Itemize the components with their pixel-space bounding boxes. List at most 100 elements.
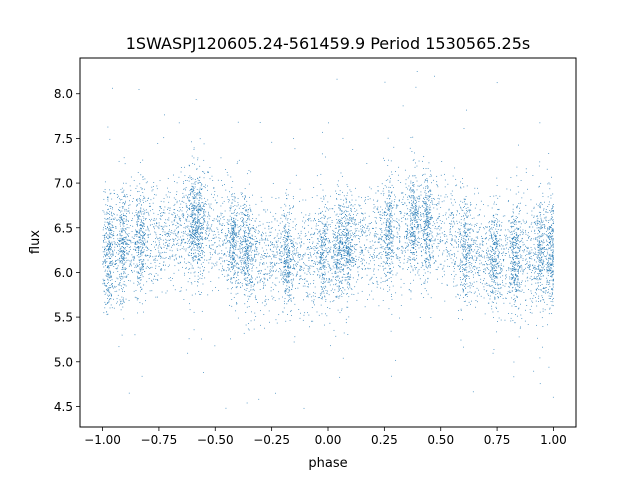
data-point (297, 247, 298, 249)
data-point (133, 237, 135, 239)
data-point (543, 287, 545, 289)
data-point (303, 299, 304, 301)
data-point (236, 267, 238, 268)
data-point (250, 237, 252, 238)
data-point (143, 202, 144, 204)
data-point (486, 290, 488, 292)
data-point (211, 230, 213, 232)
data-point (255, 229, 257, 231)
data-point (391, 191, 393, 193)
data-point (210, 203, 212, 205)
data-point (537, 215, 538, 217)
data-point (494, 298, 496, 300)
data-point (158, 240, 160, 242)
data-point (538, 236, 540, 238)
data-point (516, 285, 518, 287)
data-point (329, 279, 330, 280)
data-point (458, 265, 460, 266)
data-point (157, 143, 159, 144)
data-point (498, 265, 500, 267)
data-point (552, 271, 554, 273)
data-point (538, 289, 540, 290)
data-point (346, 225, 348, 226)
data-point (342, 137, 344, 139)
data-point (336, 78, 338, 80)
data-point (409, 196, 411, 198)
data-point (104, 279, 106, 281)
data-point (230, 223, 232, 224)
data-point (537, 222, 539, 224)
data-point (320, 197, 322, 199)
data-point (517, 252, 519, 253)
data-point (290, 239, 292, 241)
data-point (444, 234, 446, 235)
data-point (358, 256, 360, 258)
data-point (361, 276, 363, 278)
data-point (193, 221, 195, 223)
data-point (545, 216, 547, 218)
data-point (313, 266, 315, 267)
data-point (123, 218, 125, 220)
data-point (295, 275, 297, 277)
data-point (228, 251, 230, 253)
data-point (482, 241, 484, 242)
data-point (124, 272, 126, 274)
data-point (341, 205, 343, 207)
data-point (138, 277, 139, 279)
data-point (110, 245, 111, 247)
data-point (346, 301, 348, 303)
data-point (425, 238, 427, 240)
data-point (360, 208, 362, 209)
data-point (195, 223, 196, 225)
data-point (415, 162, 416, 164)
data-point (288, 271, 290, 273)
data-point (497, 263, 499, 265)
data-point (238, 264, 239, 265)
data-point (272, 270, 274, 271)
data-point (192, 207, 194, 209)
data-point (341, 283, 343, 284)
data-point (267, 238, 268, 240)
data-point (421, 228, 422, 230)
data-point (511, 273, 512, 275)
data-point (327, 271, 329, 273)
data-point (513, 264, 515, 265)
data-point (517, 268, 519, 270)
data-point (515, 232, 517, 233)
data-point (163, 226, 165, 228)
data-point (324, 206, 325, 208)
data-point (524, 223, 526, 224)
data-point (252, 257, 254, 259)
data-point (118, 283, 120, 285)
data-point (143, 213, 145, 215)
data-point (377, 269, 379, 271)
data-point (324, 269, 326, 270)
data-point (550, 217, 552, 219)
data-point (389, 272, 390, 274)
data-point (346, 276, 348, 278)
data-point (335, 296, 337, 298)
data-point (165, 292, 167, 294)
data-point (256, 240, 258, 242)
data-point (490, 255, 492, 257)
data-point (511, 261, 513, 263)
data-point (466, 253, 467, 255)
data-point (225, 407, 227, 409)
data-point (234, 214, 236, 216)
data-point (297, 255, 299, 256)
data-point (158, 224, 160, 226)
data-point (187, 213, 189, 215)
data-point (416, 212, 418, 213)
data-point (520, 240, 522, 242)
data-point (506, 247, 507, 249)
data-point (426, 212, 427, 214)
data-point (527, 248, 529, 249)
data-point (448, 208, 450, 210)
data-point (486, 283, 488, 284)
data-point (196, 261, 198, 263)
data-point (380, 252, 382, 254)
data-point (461, 264, 463, 266)
data-point (298, 237, 300, 239)
data-point (202, 226, 204, 228)
data-point (273, 255, 274, 257)
